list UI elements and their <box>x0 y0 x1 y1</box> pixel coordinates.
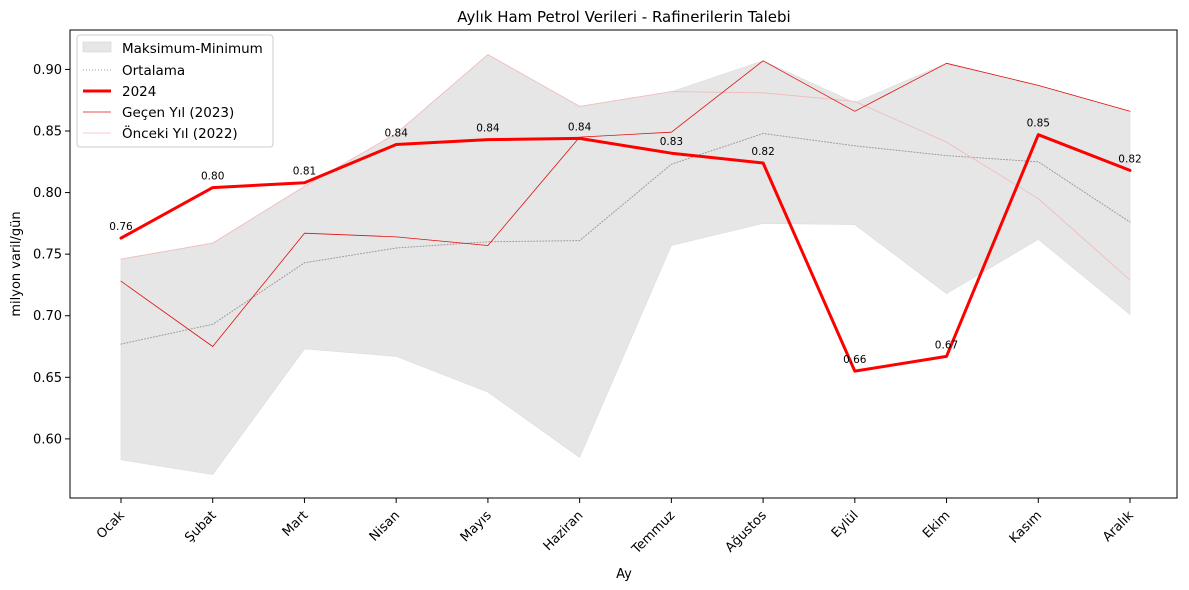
data-label-agustos: 0.82 <box>751 146 774 158</box>
legend-label-band: Maksimum-Minimum <box>122 41 263 57</box>
y-tick-label: 0.60 <box>33 432 62 447</box>
x-axis-title: Ay <box>616 567 632 582</box>
legend-label-2022: Önceki Yıl (2022) <box>122 124 238 142</box>
chart-title: Aylık Ham Petrol Verileri - Rafinerileri… <box>457 8 790 26</box>
data-label-subat: 0.80 <box>201 171 224 183</box>
data-label-kasim: 0.85 <box>1027 118 1050 130</box>
plot-frame <box>69 29 1178 499</box>
series-line-gecen-yil-2023 <box>120 60 1131 347</box>
y-tick-label: 0.65 <box>33 371 62 386</box>
data-label-temmuz: 0.83 <box>660 136 683 148</box>
legend: Maksimum-Minimum Ortalama 2024 Geçen Yıl… <box>76 34 274 148</box>
legend-label-2023: Geçen Yıl (2023) <box>122 105 234 121</box>
data-label-ekim: 0.67 <box>935 339 958 351</box>
legend-label-2024: 2024 <box>122 84 156 100</box>
y-tick-label: 0.70 <box>33 309 62 324</box>
y-tick-label: 0.85 <box>33 124 62 139</box>
y-tick-label: 0.75 <box>33 248 62 263</box>
legend-label-average: Ortalama <box>122 63 185 79</box>
series-line-ortalama <box>120 133 1131 345</box>
data-label-aralik: 0.82 <box>1118 153 1141 165</box>
data-label-eylul: 0.66 <box>843 354 867 366</box>
data-labels: 0.76 0.80 0.81 0.84 0.84 0.84 0.83 0.82 0.66 0.67… <box>109 118 1141 366</box>
data-label-mayis: 0.84 <box>476 123 500 135</box>
data-label-ocak: 0.76 <box>109 221 133 233</box>
series-line-2024 <box>119 133 1132 373</box>
y-axis-title: milyon varil/gün <box>9 211 24 316</box>
data-label-mart: 0.81 <box>293 166 316 178</box>
y-tick-label: 0.90 <box>33 63 62 78</box>
plot-area <box>119 54 1132 475</box>
legend-frame <box>76 34 274 148</box>
series-line-onceki-yil-2022 <box>120 54 1131 281</box>
y-axis: 0.60 0.65 0.70 0.75 0.80 0.85 0.90 <box>33 63 70 447</box>
data-label-haziran: 0.84 <box>568 121 592 133</box>
legend-band-swatch <box>82 41 112 53</box>
y-tick-label: 0.80 <box>33 186 62 201</box>
data-label-nisan: 0.84 <box>385 128 409 140</box>
